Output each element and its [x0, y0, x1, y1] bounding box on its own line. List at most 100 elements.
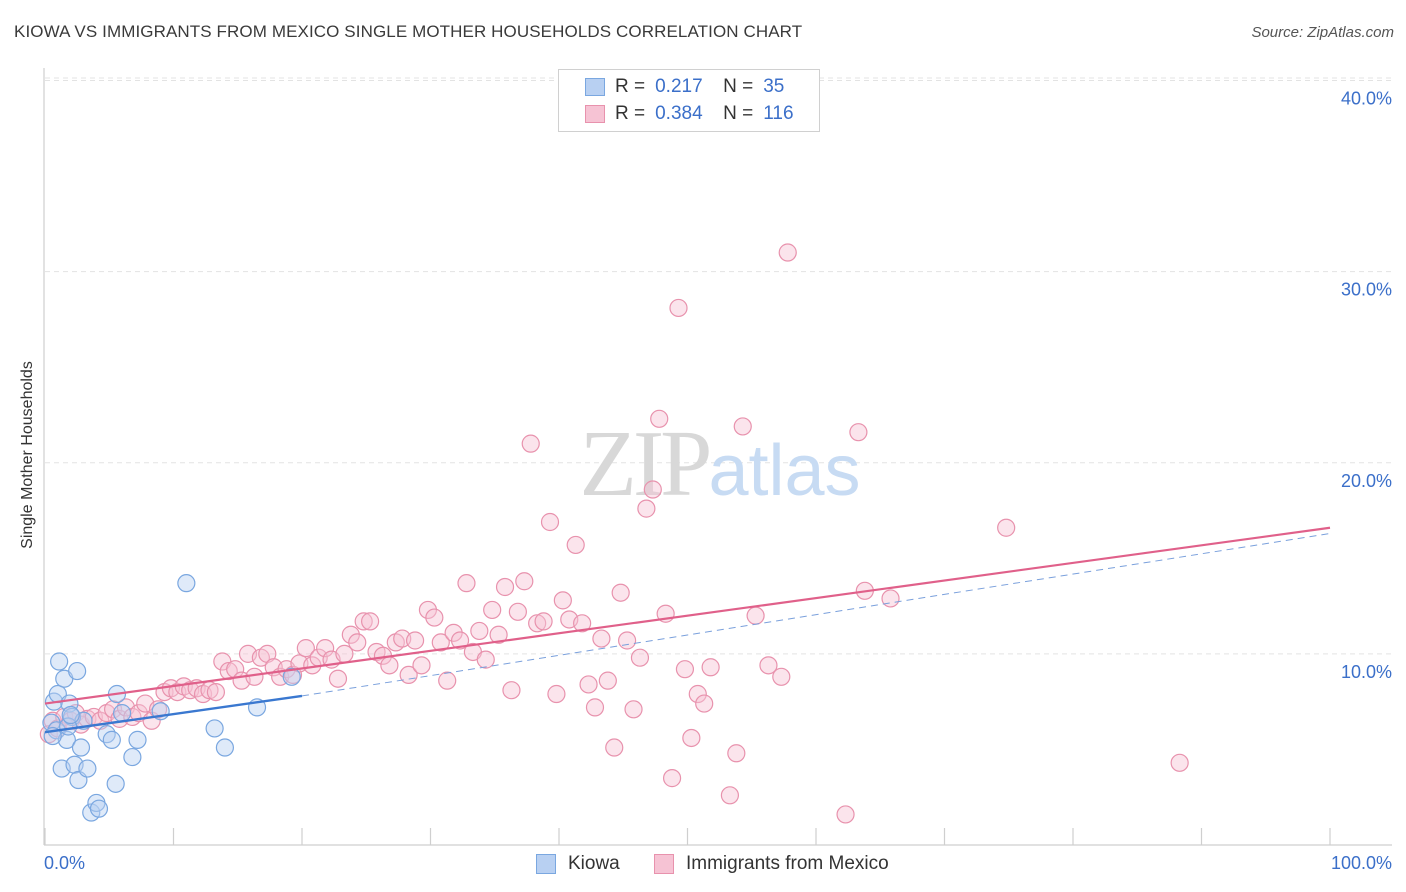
chart-title: KIOWA VS IMMIGRANTS FROM MEXICO SINGLE M…: [14, 22, 803, 41]
mexico-point: [675, 660, 695, 679]
legend-r-label: R =: [615, 103, 646, 124]
mexico-point: [695, 694, 714, 713]
mexico-point: [412, 656, 431, 675]
legend-r-value: 0.217: [655, 76, 703, 97]
mexico-point: [450, 631, 470, 650]
mexico-point: [380, 656, 399, 675]
mexico-point: [778, 243, 797, 262]
kiowa-point: [102, 730, 121, 749]
mexico-point: [502, 681, 521, 700]
kiowa-trend-line: [44, 694, 303, 734]
kiowa-point: [106, 774, 125, 793]
mexico-point: [361, 612, 380, 631]
legend-swatch-kiowa: [585, 78, 605, 96]
y-tick-label: 10.0%: [1341, 662, 1392, 682]
bottom-legend-label-mexico: Immigrants from Mexico: [686, 853, 889, 874]
mexico-point: [1170, 753, 1189, 772]
stats-legend: R = 0.217 N = 35 R = 0.384 N = 116: [558, 69, 820, 132]
y-tick-label: 20.0%: [1341, 471, 1392, 491]
bottom-legend-swatch-mexico: [654, 854, 674, 874]
kiowa-trend-extension: [301, 532, 1331, 697]
mexico-point: [573, 614, 592, 633]
mexico-point: [547, 684, 566, 704]
mexico-point: [682, 728, 701, 748]
watermark: ZIPatlas: [579, 412, 860, 516]
mexico-point: [348, 633, 367, 652]
mexico-point: [592, 629, 611, 648]
mexico-point: [316, 639, 335, 658]
kiowa-point: [112, 704, 132, 723]
kiowa-point: [177, 574, 196, 593]
mexico-point: [624, 700, 643, 719]
kiowa-point: [61, 705, 80, 725]
mexico-point: [399, 665, 418, 684]
legend-r-value: 0.384: [655, 103, 703, 124]
y-tick-label: 30.0%: [1341, 280, 1392, 300]
mexico-point: [727, 744, 746, 763]
mexico-point: [881, 589, 900, 608]
bottom-legend-swatch-kiowa: [536, 854, 556, 874]
mexico-point: [662, 769, 682, 788]
mexico-point: [483, 600, 502, 620]
mexico-point: [515, 572, 534, 591]
watermark-atlas: atlas: [708, 431, 860, 511]
y-tick-label: 40.0%: [1341, 89, 1392, 109]
mexico-point: [669, 298, 688, 318]
legend-n-label: N =: [723, 103, 754, 124]
x-tick-label: 0.0%: [44, 853, 85, 873]
chart-source: Source: ZipAtlas.com: [1251, 24, 1394, 41]
kiowa-point: [205, 719, 224, 738]
mexico-point: [431, 633, 450, 652]
kiowa-point: [97, 725, 116, 744]
mexico-point: [148, 700, 168, 719]
mexico-point: [553, 591, 572, 610]
mexico-point: [405, 631, 425, 650]
mexico-point: [425, 608, 444, 627]
mexico-point: [438, 671, 457, 690]
bottom-legend-kiowa: Kiowa: [536, 852, 620, 876]
mexico-point: [489, 625, 508, 644]
mexico-point: [598, 671, 617, 690]
mexico-point: [457, 574, 476, 593]
legend-row-mexico: R = 0.384 N = 116: [585, 102, 794, 126]
mexico-point: [579, 675, 598, 694]
mexico-trend-line: [44, 526, 1331, 705]
mexico-point: [836, 805, 855, 824]
kiowa-point: [78, 759, 97, 778]
mexico-point: [643, 480, 662, 499]
mexico-point: [476, 650, 495, 669]
mexico-point: [849, 423, 868, 442]
mexico-point: [508, 602, 527, 621]
points-layer: [39, 243, 1189, 824]
mexico-point: [585, 698, 605, 717]
legend-swatch-mexico: [585, 105, 605, 123]
axis-layer: [43, 68, 1392, 846]
legend-n-value: 116: [763, 103, 794, 124]
mexico-point: [219, 661, 238, 681]
bottom-legend-label-kiowa: Kiowa: [568, 853, 620, 874]
mexico-point: [528, 614, 547, 633]
mexico-point: [997, 518, 1016, 537]
mexico-point: [611, 583, 630, 602]
kiowa-point: [68, 661, 87, 681]
kiowa-point: [215, 738, 234, 757]
x-tick-label: 100.0%: [1331, 853, 1392, 873]
kiowa-point: [128, 730, 147, 749]
mexico-point: [206, 682, 226, 702]
mexico-point: [540, 512, 560, 532]
kiowa-point: [123, 747, 142, 767]
mexico-point: [296, 639, 315, 658]
legend-row-kiowa: R = 0.217 N = 35: [585, 75, 784, 99]
mexico-point: [605, 738, 624, 757]
kiowa-point: [89, 799, 109, 818]
kiowa-point: [282, 667, 301, 686]
legend-r-label: R =: [615, 76, 646, 97]
mexico-point: [650, 409, 669, 428]
mexico-point: [328, 669, 348, 688]
mexico-point: [688, 684, 707, 704]
legend-n-label: N =: [723, 76, 754, 97]
mexico-point: [733, 417, 752, 436]
mexico-point: [630, 648, 650, 667]
trend-layer: [44, 526, 1331, 734]
